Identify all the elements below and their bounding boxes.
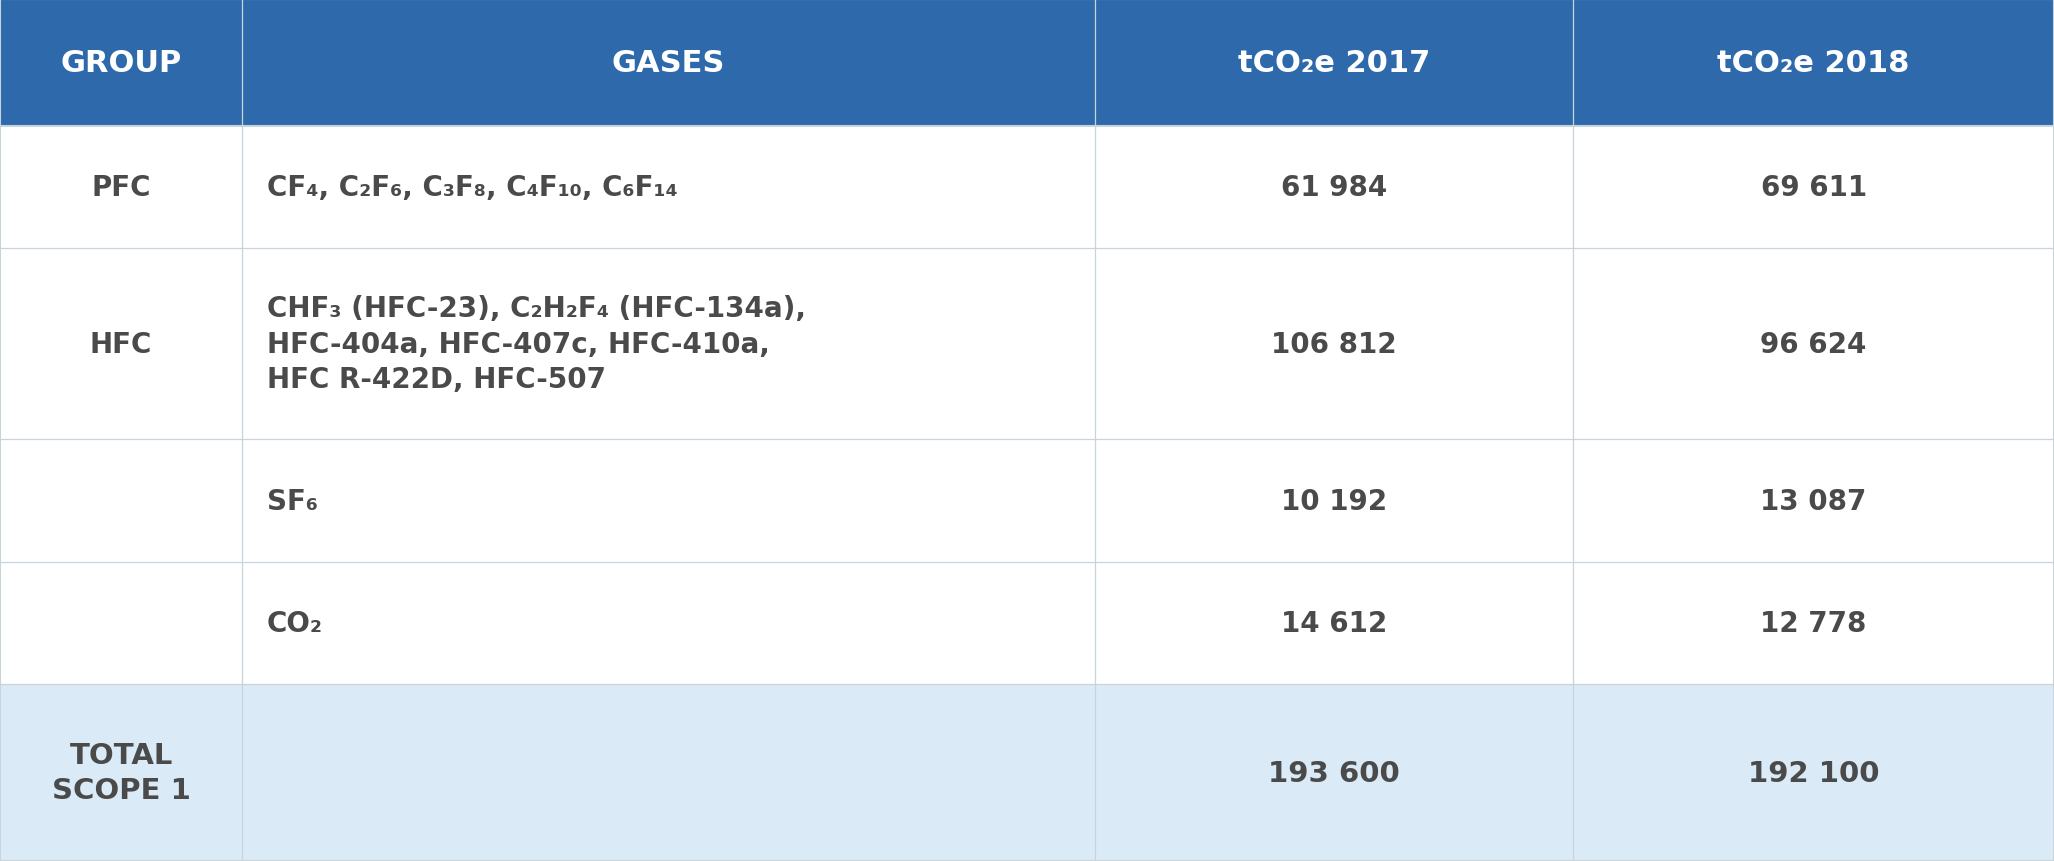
Bar <box>1095 562 1573 684</box>
Text: 61 984: 61 984 <box>1282 174 1386 201</box>
Bar <box>1095 249 1573 440</box>
Bar <box>1573 684 2054 861</box>
Text: CHF₃ (HFC-23), C₂H₂F₄ (HFC-134a),
HFC-404a, HFC-407c, HFC-410a,
HFC R-422D, HFC-: CHF₃ (HFC-23), C₂H₂F₄ (HFC-134a), HFC-40… <box>267 294 805 394</box>
Bar <box>1095 440 1573 562</box>
Bar <box>0 127 242 249</box>
Bar <box>0 562 242 684</box>
Text: tCO₂e 2017: tCO₂e 2017 <box>1239 49 1430 77</box>
Bar <box>1095 0 1573 127</box>
Bar <box>242 127 1095 249</box>
Text: 193 600: 193 600 <box>1267 759 1401 787</box>
Text: 192 100: 192 100 <box>1748 759 1879 787</box>
Bar <box>242 562 1095 684</box>
Bar <box>242 684 1095 861</box>
Text: HFC: HFC <box>90 331 152 358</box>
Bar <box>0 684 242 861</box>
Text: CF₄, C₂F₆, C₃F₈, C₄F₁₀, C₆F₁₄: CF₄, C₂F₆, C₃F₈, C₄F₁₀, C₆F₁₄ <box>267 174 678 201</box>
Bar <box>1573 249 2054 440</box>
Bar <box>242 0 1095 127</box>
Text: PFC: PFC <box>92 174 150 201</box>
Text: 13 087: 13 087 <box>1760 487 1867 515</box>
Bar <box>0 0 242 127</box>
Bar <box>0 440 242 562</box>
Text: 69 611: 69 611 <box>1760 174 1867 201</box>
Text: 14 612: 14 612 <box>1282 610 1386 637</box>
Bar <box>242 249 1095 440</box>
Bar <box>1095 684 1573 861</box>
Text: 12 778: 12 778 <box>1760 610 1867 637</box>
Bar <box>242 440 1095 562</box>
Text: GROUP: GROUP <box>60 49 183 77</box>
Bar <box>1095 127 1573 249</box>
Bar <box>1573 440 2054 562</box>
Text: SF₆: SF₆ <box>267 487 318 515</box>
Bar <box>1573 562 2054 684</box>
Text: CO₂: CO₂ <box>267 610 322 637</box>
Text: 106 812: 106 812 <box>1271 331 1397 358</box>
Text: 10 192: 10 192 <box>1282 487 1386 515</box>
Text: 96 624: 96 624 <box>1760 331 1867 358</box>
Text: GASES: GASES <box>612 49 725 77</box>
Bar <box>0 249 242 440</box>
Bar <box>1573 127 2054 249</box>
Bar <box>1573 0 2054 127</box>
Text: tCO₂e 2018: tCO₂e 2018 <box>1717 49 1910 77</box>
Text: TOTAL
SCOPE 1: TOTAL SCOPE 1 <box>51 741 191 804</box>
